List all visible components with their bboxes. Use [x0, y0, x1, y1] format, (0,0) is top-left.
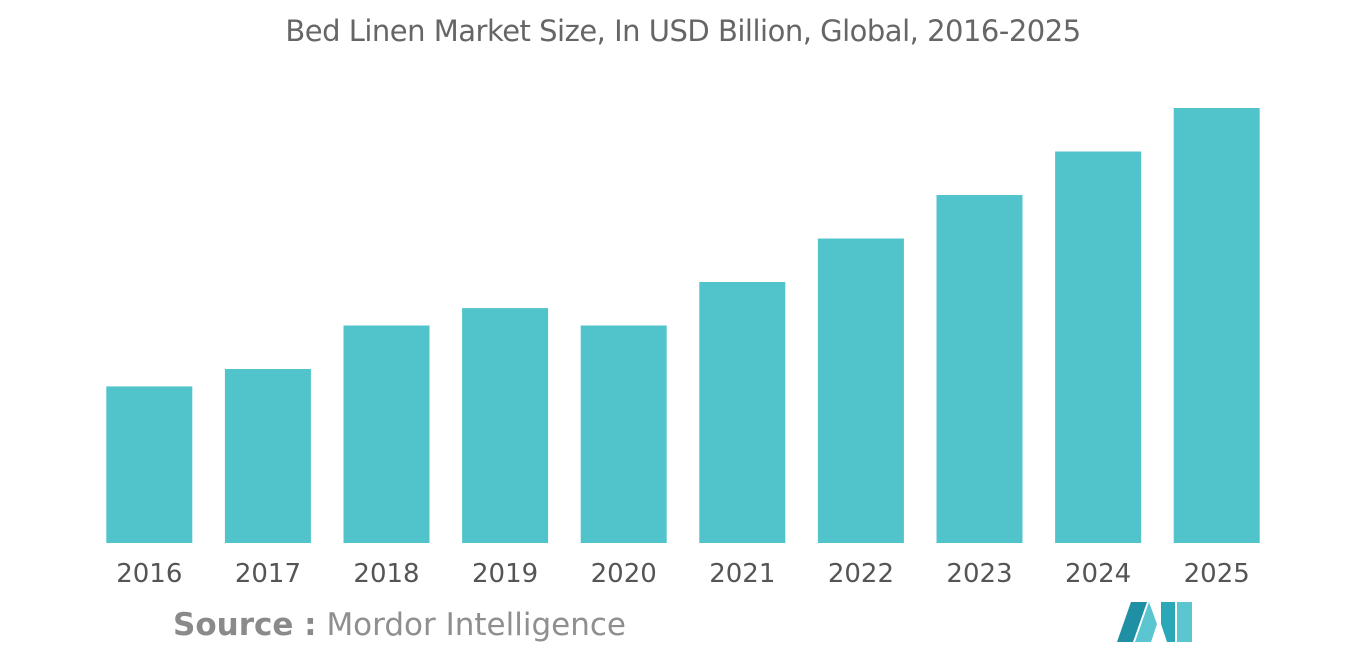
x-tick-label: 2021: [709, 559, 775, 589]
bar-2017: [224, 369, 311, 543]
logo-shape-middle: [1135, 602, 1157, 642]
mordor-intelligence-logo: [1117, 602, 1192, 642]
x-tick-label: 2023: [946, 559, 1012, 589]
x-tick-label: 2019: [472, 559, 538, 589]
logo-shape-right: [1161, 602, 1175, 642]
x-tick-label: 2016: [116, 559, 182, 589]
bar-2022: [817, 238, 904, 543]
x-tick-label: 2017: [235, 559, 301, 589]
bar-2024: [1055, 151, 1142, 543]
chart-title: Bed Linen Market Size, In USD Billion, G…: [285, 14, 1081, 48]
source-text: Mordor Intelligence: [326, 607, 626, 643]
bar-2016: [106, 386, 193, 543]
x-tick-label: 2022: [828, 559, 894, 589]
bar-chart: 2016 2017 2018 2019 2020 2021 2022 2023 2024 2025: [106, 108, 1260, 589]
source-note: Source : Mordor Intelligence: [173, 607, 626, 643]
bar-2025: [1173, 108, 1260, 543]
x-tick-label: 2025: [1184, 559, 1250, 589]
source-label: Source :: [173, 607, 317, 643]
x-tick-label: 2024: [1065, 559, 1131, 589]
logo-shape-left: [1117, 602, 1147, 642]
x-tick-label: 2018: [353, 559, 419, 589]
bar-2020: [580, 325, 667, 543]
bar-2021: [699, 282, 786, 543]
bar-2019: [462, 308, 549, 543]
logo-shape-bar: [1177, 602, 1192, 642]
bar-2018: [343, 325, 430, 543]
bar-2023: [936, 195, 1023, 543]
x-tick-label: 2020: [591, 559, 657, 589]
